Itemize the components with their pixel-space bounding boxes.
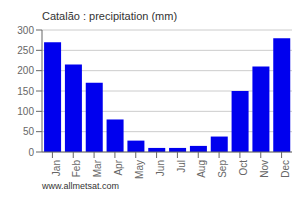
svg-text:250: 250 bbox=[17, 45, 34, 56]
html-text:www.allmetsat.com: www.allmetsat.com bbox=[42, 181, 119, 191]
svg-text:Sep: Sep bbox=[217, 160, 228, 178]
svg-text:200: 200 bbox=[17, 65, 34, 76]
svg-text:100: 100 bbox=[17, 106, 34, 117]
svg-text:Jul: Jul bbox=[176, 160, 187, 173]
svg-text:Jan: Jan bbox=[51, 160, 62, 176]
svg-text:50: 50 bbox=[23, 126, 35, 137]
svg-text:Mar: Mar bbox=[92, 159, 103, 177]
svg-text:Nov: Nov bbox=[259, 160, 270, 178]
svg-text:Apr: Apr bbox=[113, 159, 124, 175]
svg-text:Dec: Dec bbox=[280, 160, 291, 178]
svg-text:Feb: Feb bbox=[71, 160, 82, 178]
html-text:Catalão : precipitation (mm): Catalão : precipitation (mm) bbox=[42, 10, 178, 22]
svg-text:May: May bbox=[134, 160, 145, 179]
svg-text:Jun: Jun bbox=[155, 160, 166, 176]
svg-text:0: 0 bbox=[28, 147, 34, 158]
svg-text:Oct: Oct bbox=[238, 160, 249, 176]
svg-text:150: 150 bbox=[17, 86, 34, 97]
svg-text:Aug: Aug bbox=[196, 160, 207, 178]
svg-text:300: 300 bbox=[17, 25, 34, 36]
